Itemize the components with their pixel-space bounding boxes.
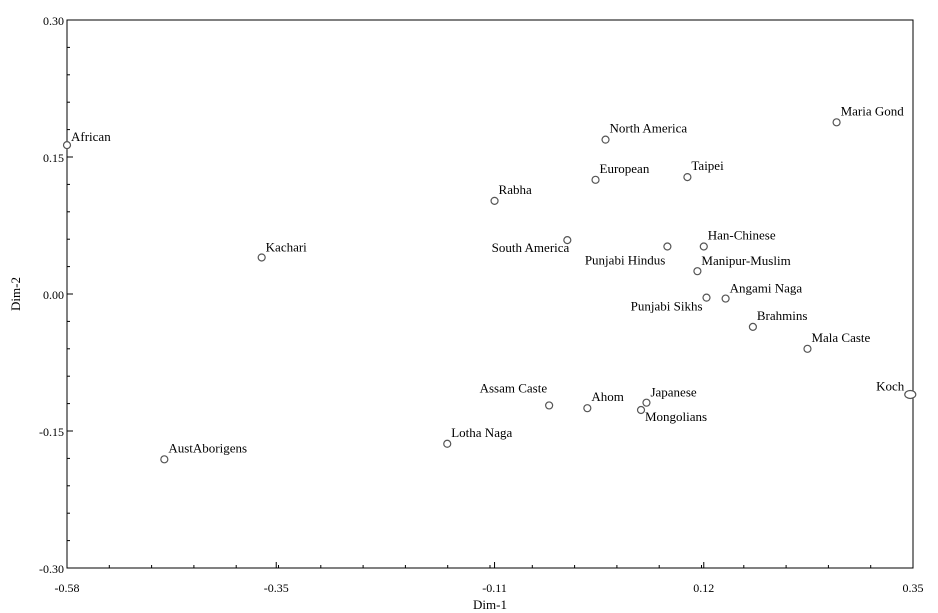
point-label: Mongolians — [645, 409, 707, 424]
y-tick-label: 0.30 — [43, 14, 64, 28]
x-tick-label: 0.35 — [903, 581, 924, 595]
y-tick-label: -0.15 — [39, 425, 64, 439]
point-label: Punjabi Hindus — [585, 253, 666, 268]
point-label: European — [600, 161, 650, 176]
point-label: Manipur-Muslim — [701, 253, 790, 268]
point-label: Lotha Naga — [451, 425, 512, 440]
point-label: Maria Gond — [841, 103, 905, 118]
point-label: Ahom — [591, 389, 624, 404]
y-tick-label: 0.15 — [43, 151, 64, 165]
point-marker — [546, 402, 553, 409]
point-marker — [602, 136, 609, 143]
point-label: Rabha — [499, 182, 532, 197]
point-label: Brahmins — [757, 308, 808, 323]
point-label: Angami Naga — [730, 281, 803, 296]
point-marker — [664, 243, 671, 250]
y-tick-label: -0.30 — [39, 562, 64, 576]
point-marker — [749, 323, 756, 330]
point-marker — [684, 174, 691, 181]
point-label: Punjabi Sikhs — [631, 299, 703, 314]
point-marker — [592, 176, 599, 183]
x-axis-label: Dim-1 — [473, 597, 507, 612]
x-axis-ticks: -0.58 -0.35 -0.11 0.12 0.35 — [55, 562, 924, 595]
y-axis-ticks: 0.30 0.15 0.00 -0.15 -0.30 — [39, 14, 73, 576]
point-marker — [804, 345, 811, 352]
point-label: Koch — [876, 378, 905, 393]
point-marker — [905, 390, 916, 398]
point-label: Assam Caste — [480, 380, 548, 395]
point-label: Taipei — [691, 158, 724, 173]
y-tick-label: 0.00 — [43, 288, 64, 302]
x-tick-label: 0.12 — [693, 581, 714, 595]
point-marker — [444, 440, 451, 447]
point-marker — [491, 197, 498, 204]
point-marker — [833, 119, 840, 126]
point-marker — [700, 243, 707, 250]
point-marker — [722, 295, 729, 302]
point-label: Japanese — [650, 385, 696, 400]
point-label: African — [71, 129, 111, 144]
point-label: Kachari — [266, 239, 308, 254]
point-marker — [258, 254, 265, 261]
x-tick-label: -0.35 — [264, 581, 289, 595]
point-marker — [161, 456, 168, 463]
point-label: Han-Chinese — [708, 228, 776, 243]
point-label: Mala Caste — [811, 330, 870, 345]
y-axis-label: Dim-2 — [8, 277, 23, 311]
point-marker — [703, 294, 710, 301]
point-label: South America — [492, 240, 570, 255]
data-points: African Kachari AustAborigens Rabha North Am… — [64, 103, 916, 463]
x-tick-label: -0.58 — [55, 581, 80, 595]
point-label: North America — [610, 121, 688, 136]
point-marker — [643, 399, 650, 406]
point-marker — [584, 405, 591, 412]
point-marker — [64, 142, 71, 149]
x-tick-label: -0.11 — [482, 581, 507, 595]
point-marker — [638, 406, 645, 413]
point-label: AustAborigens — [168, 440, 247, 455]
point-marker — [694, 268, 701, 275]
